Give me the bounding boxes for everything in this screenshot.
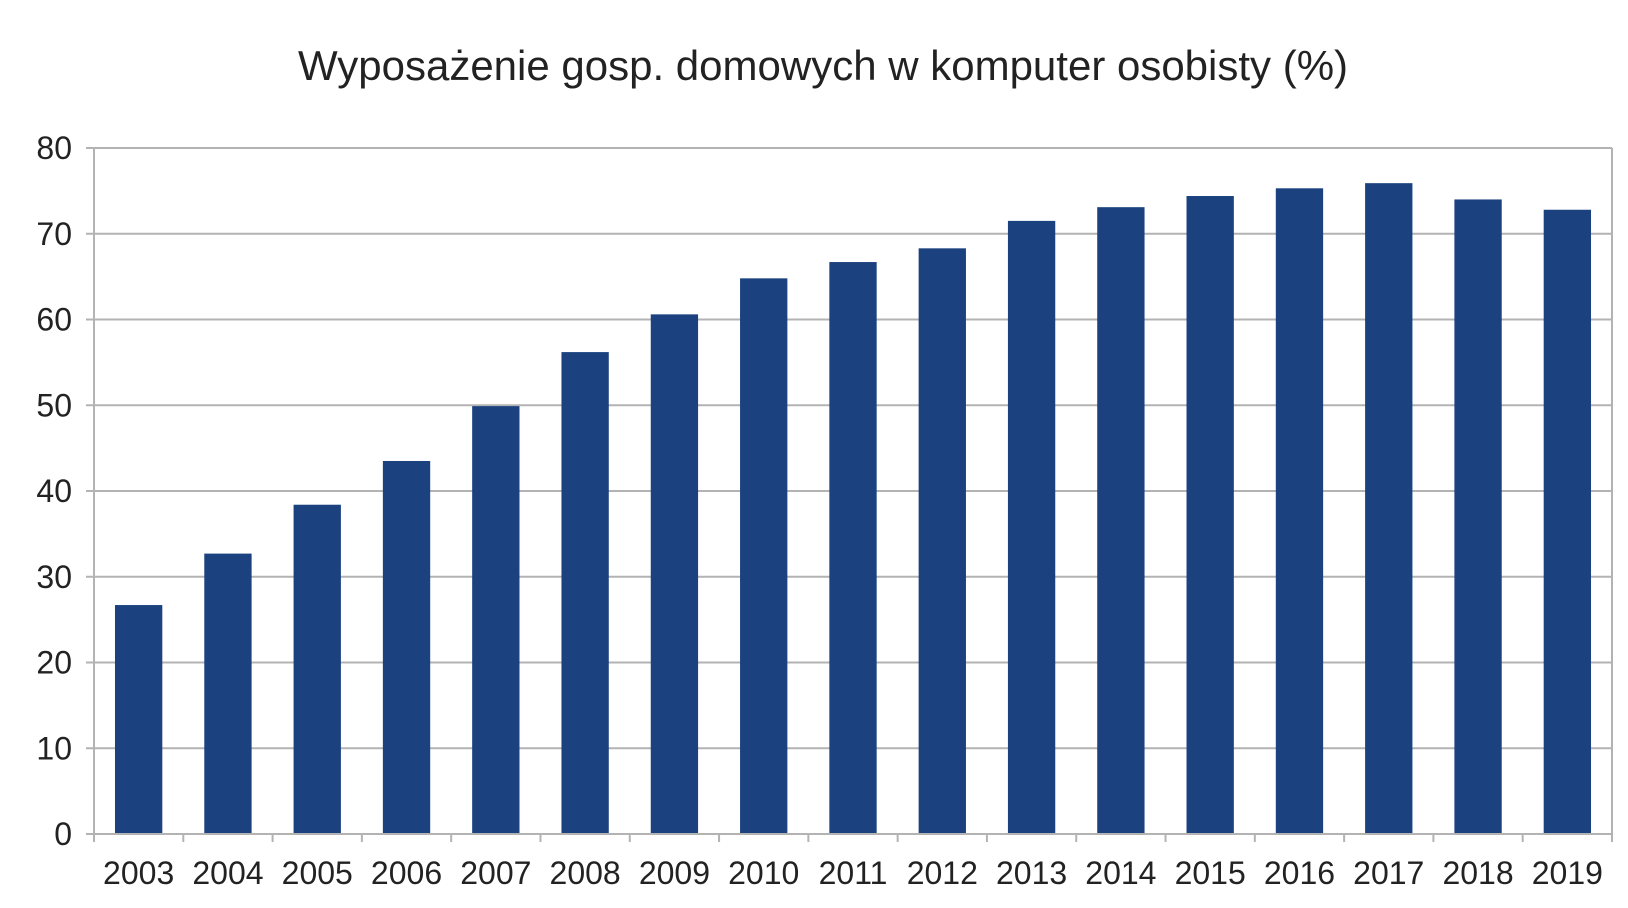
x-tick-label: 2013 [996,855,1067,891]
bar-2014 [1097,207,1145,835]
x-tick-label: 2004 [192,855,263,891]
x-tick-label: 2012 [907,855,978,891]
chart-title: Wyposażenie gosp. domowych w komputer os… [298,42,1348,89]
x-tick-label: 2019 [1532,855,1603,891]
x-tick-label: 2006 [371,855,442,891]
x-tick-label: 2014 [1085,855,1156,891]
x-tick-label: 2007 [460,855,531,891]
bar-2004 [204,553,252,834]
x-tick-label: 2010 [728,855,799,891]
bars [114,183,1592,835]
bar-2010 [740,278,788,835]
y-tick-label: 70 [36,216,72,252]
bar-2011 [829,262,877,834]
bar-2007 [472,406,520,834]
y-tick-label: 10 [36,730,72,766]
x-tick-label: 2009 [639,855,710,891]
x-tick-label: 2017 [1353,855,1424,891]
bar-2017 [1365,183,1413,835]
x-tick-label: 2003 [103,855,174,891]
y-tick-label: 30 [36,559,72,595]
y-tick-label: 20 [36,645,72,681]
bar-2006 [382,460,431,834]
bar-2009 [650,314,699,835]
bar-2019 [1543,209,1592,835]
bar-2003 [114,605,163,834]
axes [86,147,1613,842]
x-tick-label: 2015 [1175,855,1246,891]
y-axis-tick-labels: 0 10 20 30 40 50 60 70 80 [36,130,72,852]
y-tick-label: 60 [36,302,72,338]
bar-2016 [1275,188,1324,835]
y-tick-label: 40 [36,473,72,509]
bar-2008 [561,352,609,834]
bar-2015 [1186,196,1234,834]
x-tick-label: 2005 [282,855,353,891]
bar-2018 [1454,199,1502,834]
x-tick-label: 2016 [1264,855,1335,891]
x-axis-tick-labels: 2003 2004 2005 2006 2007 2008 2009 2010 2011 2012… [103,855,1603,891]
y-tick-label: 0 [54,816,72,852]
x-tick-label: 2008 [550,855,621,891]
bar-2013 [1007,220,1056,834]
x-tick-label: 2011 [819,855,888,891]
x-tick-label: 2018 [1442,855,1513,891]
y-tick-label: 50 [36,387,72,423]
y-tick-label: 80 [36,130,72,166]
bar-2012 [918,248,966,834]
bar-2005 [293,504,341,834]
